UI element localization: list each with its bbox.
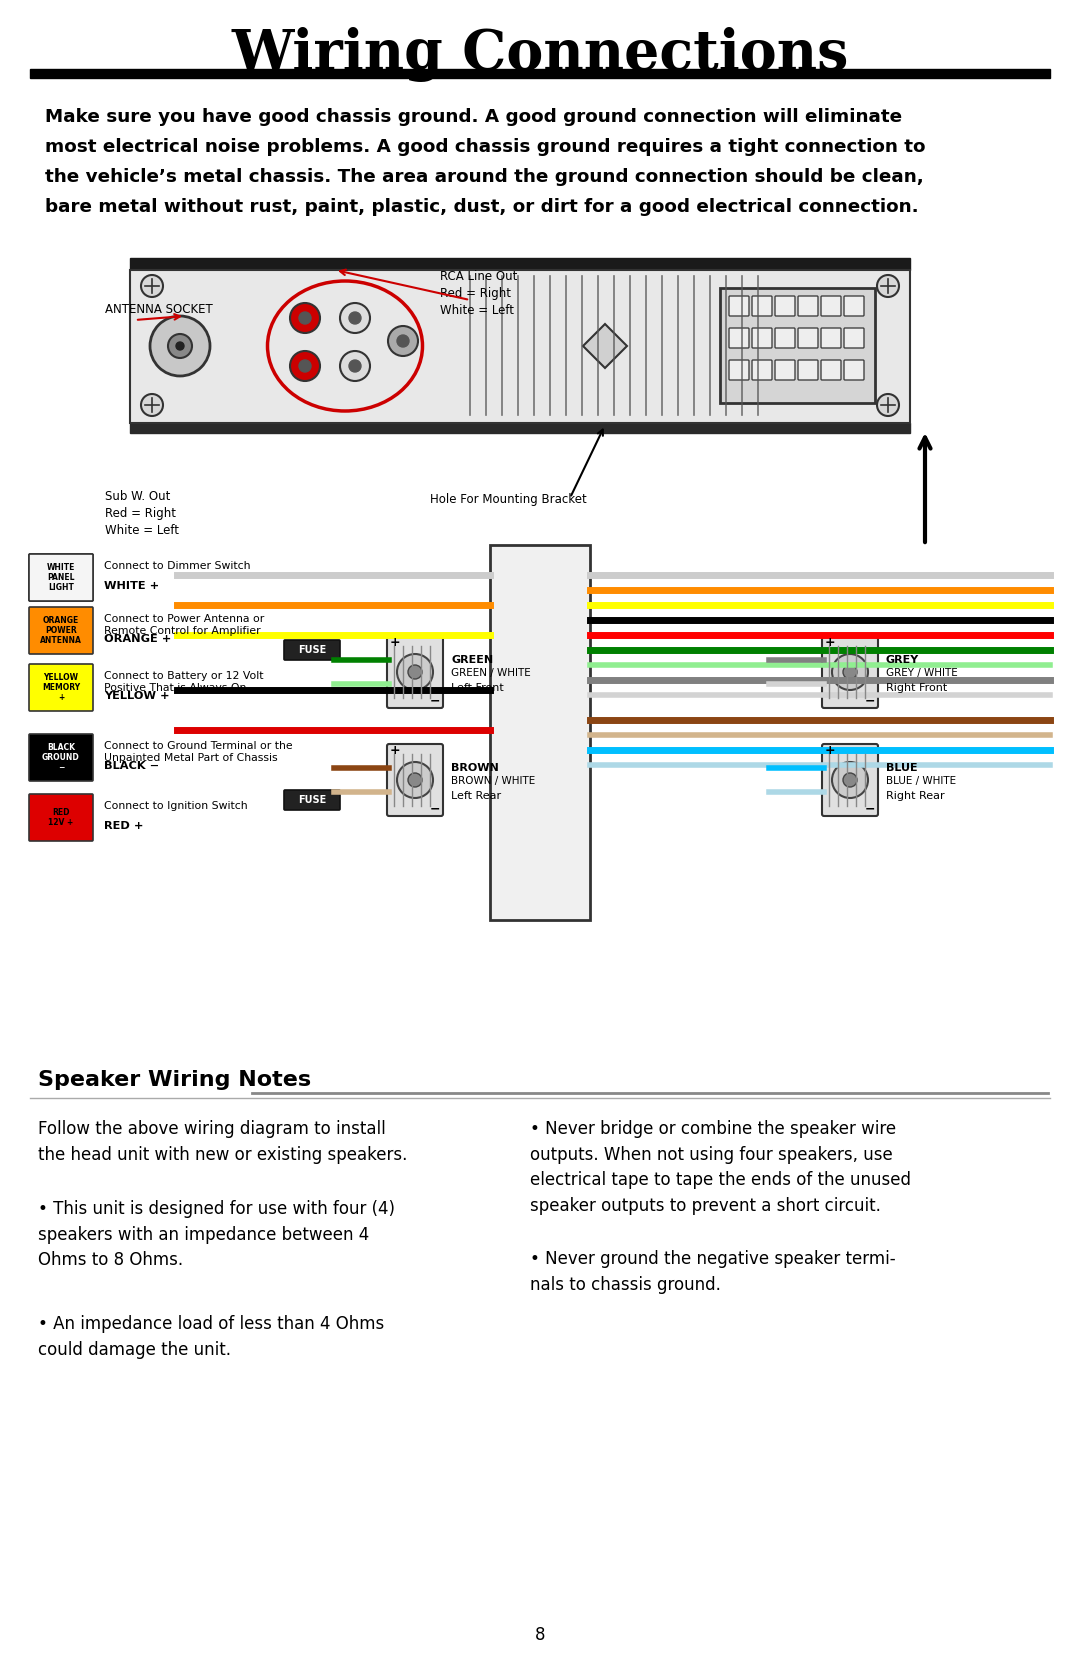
Text: Right Front: Right Front xyxy=(886,683,947,693)
FancyBboxPatch shape xyxy=(29,734,93,781)
Text: BROWN / WHITE: BROWN / WHITE xyxy=(451,776,536,786)
FancyBboxPatch shape xyxy=(284,639,340,659)
Circle shape xyxy=(349,312,361,324)
FancyBboxPatch shape xyxy=(29,608,93,654)
Circle shape xyxy=(843,664,858,679)
Circle shape xyxy=(340,350,370,381)
Text: most electrical noise problems. A good chassis ground requires a tight connectio: most electrical noise problems. A good c… xyxy=(45,139,926,155)
Circle shape xyxy=(141,275,163,297)
Text: GREY: GREY xyxy=(886,654,919,664)
Bar xyxy=(130,259,910,270)
Circle shape xyxy=(168,334,192,357)
Text: FUSE: FUSE xyxy=(298,794,326,804)
Circle shape xyxy=(388,325,418,355)
Text: the vehicle’s metal chassis. The area around the ground connection should be cle: the vehicle’s metal chassis. The area ar… xyxy=(45,169,923,185)
Circle shape xyxy=(397,654,433,689)
Text: −: − xyxy=(430,694,441,708)
Text: BLACK −: BLACK − xyxy=(104,761,159,771)
Text: +: + xyxy=(390,636,401,649)
Text: BLACK
GROUND
−: BLACK GROUND − xyxy=(42,743,80,773)
Circle shape xyxy=(349,361,361,372)
FancyBboxPatch shape xyxy=(387,636,443,708)
FancyBboxPatch shape xyxy=(29,664,93,711)
Bar xyxy=(30,68,1050,78)
FancyBboxPatch shape xyxy=(843,295,864,315)
Circle shape xyxy=(340,304,370,334)
Bar xyxy=(130,270,910,422)
FancyBboxPatch shape xyxy=(775,329,795,349)
Text: RCA Line Out
Red = Right
White = Left: RCA Line Out Red = Right White = Left xyxy=(440,270,517,317)
Circle shape xyxy=(877,275,899,297)
FancyBboxPatch shape xyxy=(821,361,841,381)
Text: −: − xyxy=(865,694,875,708)
Text: FUSE: FUSE xyxy=(298,644,326,654)
Circle shape xyxy=(843,773,858,788)
Text: GREEN / WHITE: GREEN / WHITE xyxy=(451,668,530,678)
Text: BROWN: BROWN xyxy=(451,763,499,773)
Bar xyxy=(490,546,590,920)
FancyBboxPatch shape xyxy=(387,744,443,816)
Circle shape xyxy=(408,773,422,788)
FancyBboxPatch shape xyxy=(729,361,750,381)
Circle shape xyxy=(291,350,320,381)
Text: Connect to Ground Terminal or the: Connect to Ground Terminal or the xyxy=(104,741,293,751)
Text: Positive That is Always On: Positive That is Always On xyxy=(104,683,246,693)
FancyBboxPatch shape xyxy=(284,789,340,809)
Text: Left Front: Left Front xyxy=(451,683,503,693)
FancyBboxPatch shape xyxy=(822,636,878,708)
Text: • An impedance load of less than 4 Ohms
could damage the unit.: • An impedance load of less than 4 Ohms … xyxy=(38,1315,384,1359)
Text: Speaker Wiring Notes: Speaker Wiring Notes xyxy=(38,1070,311,1090)
Text: Connect to Power Antenna or: Connect to Power Antenna or xyxy=(104,614,265,624)
Text: +: + xyxy=(390,744,401,758)
Circle shape xyxy=(408,664,422,679)
FancyBboxPatch shape xyxy=(843,329,864,349)
Text: bare metal without rust, paint, plastic, dust, or dirt for a good electrical con: bare metal without rust, paint, plastic,… xyxy=(45,199,919,215)
FancyBboxPatch shape xyxy=(729,329,750,349)
Text: ORANGE +: ORANGE + xyxy=(104,634,172,644)
Circle shape xyxy=(299,312,311,324)
FancyBboxPatch shape xyxy=(798,329,818,349)
Text: Follow the above wiring diagram to install
the head unit with new or existing sp: Follow the above wiring diagram to insta… xyxy=(38,1120,407,1163)
Circle shape xyxy=(299,361,311,372)
Text: −: − xyxy=(865,803,875,816)
Text: ANTENNA SOCKET: ANTENNA SOCKET xyxy=(105,304,213,315)
Text: Connect to Battery or 12 Volt: Connect to Battery or 12 Volt xyxy=(104,671,264,681)
Text: Wiring Connections: Wiring Connections xyxy=(231,27,849,82)
FancyBboxPatch shape xyxy=(798,361,818,381)
FancyBboxPatch shape xyxy=(29,554,93,601)
Text: Remote Control for Amplifier: Remote Control for Amplifier xyxy=(104,626,260,636)
FancyBboxPatch shape xyxy=(822,744,878,816)
Bar xyxy=(130,422,910,432)
Circle shape xyxy=(291,304,320,334)
FancyBboxPatch shape xyxy=(29,794,93,841)
Text: BLUE: BLUE xyxy=(886,763,918,773)
Text: WHITE +: WHITE + xyxy=(104,581,159,591)
Text: Connect to Ignition Switch: Connect to Ignition Switch xyxy=(104,801,247,811)
Circle shape xyxy=(150,315,210,376)
Text: −: − xyxy=(430,803,441,816)
Text: • This unit is designed for use with four (4)
speakers with an impedance between: • This unit is designed for use with fou… xyxy=(38,1200,395,1270)
FancyBboxPatch shape xyxy=(29,554,93,601)
Text: RED
12V +: RED 12V + xyxy=(49,808,73,828)
FancyBboxPatch shape xyxy=(752,329,772,349)
Text: Right Rear: Right Rear xyxy=(886,791,945,801)
Polygon shape xyxy=(583,324,627,367)
FancyBboxPatch shape xyxy=(775,295,795,315)
Text: • Never ground the negative speaker termi-
nals to chassis ground.: • Never ground the negative speaker term… xyxy=(530,1250,895,1293)
FancyBboxPatch shape xyxy=(729,295,750,315)
Text: WHITE
PANEL
LIGHT: WHITE PANEL LIGHT xyxy=(46,562,76,592)
Text: YELLOW
MEMORY
+: YELLOW MEMORY + xyxy=(42,673,80,703)
Text: GREEN: GREEN xyxy=(451,654,494,664)
Circle shape xyxy=(397,335,409,347)
Circle shape xyxy=(832,763,868,798)
Text: RED +: RED + xyxy=(104,821,144,831)
Circle shape xyxy=(877,394,899,416)
FancyBboxPatch shape xyxy=(821,329,841,349)
Text: Connect to Dimmer Switch: Connect to Dimmer Switch xyxy=(104,561,251,571)
Text: • Never bridge or combine the speaker wire
outputs. When not using four speakers: • Never bridge or combine the speaker wi… xyxy=(530,1120,912,1215)
Bar xyxy=(720,289,875,402)
FancyBboxPatch shape xyxy=(775,361,795,381)
FancyBboxPatch shape xyxy=(798,295,818,315)
Text: Hole For Mounting Bracket: Hole For Mounting Bracket xyxy=(430,492,586,506)
Text: BLUE / WHITE: BLUE / WHITE xyxy=(886,776,956,786)
